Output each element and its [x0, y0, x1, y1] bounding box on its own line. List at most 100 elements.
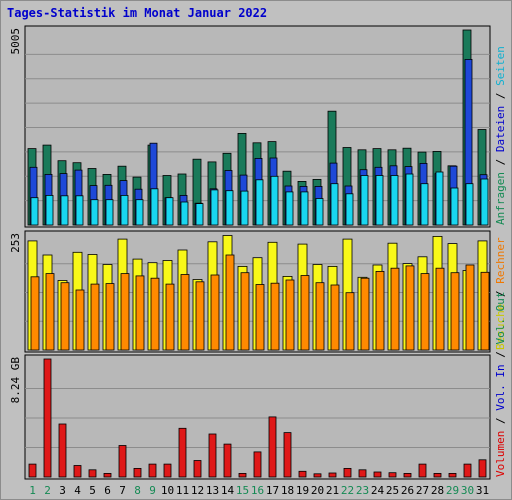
bar-rechner-23 — [360, 277, 370, 351]
bar-volumen-7 — [118, 445, 127, 478]
x-tick-13: 13 — [206, 484, 219, 497]
bar-seiten-6 — [105, 199, 114, 226]
x-tick-18: 18 — [281, 484, 294, 497]
bar-rechner-29 — [450, 272, 460, 351]
bar-volumen-17 — [268, 416, 277, 478]
legend-bottom-part-4: Vol. Out — [494, 292, 507, 345]
bar-volumen-15 — [238, 472, 247, 478]
legend-bottom-part-0: Volumen — [494, 431, 507, 477]
legend-top-part-2: Dateien — [494, 106, 507, 152]
legend-bottom-part-1: / — [494, 411, 507, 431]
bar-seiten-17 — [270, 175, 279, 226]
bar-rechner-12 — [195, 281, 205, 351]
bar-rechner-3 — [60, 282, 70, 351]
x-tick-15: 15 — [236, 484, 249, 497]
bar-seiten-11 — [180, 201, 189, 226]
bar-volumen-27 — [418, 463, 427, 478]
bar-rechner-6 — [105, 283, 115, 351]
x-tick-21: 21 — [326, 484, 339, 497]
bar-seiten-21 — [330, 183, 339, 226]
bar-seiten-22 — [345, 193, 354, 226]
bar-rechner-19 — [300, 275, 310, 351]
x-tick-31: 31 — [476, 484, 489, 497]
bar-rechner-2 — [45, 273, 55, 351]
bar-rechner-25 — [390, 267, 400, 351]
x-tick-1: 1 — [29, 484, 36, 497]
bar-rechner-10 — [165, 283, 175, 351]
bar-volumen-28 — [433, 472, 442, 478]
bar-volumen-24 — [373, 471, 382, 478]
bar-volumen-22 — [343, 467, 352, 478]
x-tick-4: 4 — [74, 484, 81, 497]
bar-seiten-30 — [465, 183, 474, 226]
bar-seiten-4 — [75, 195, 84, 226]
bar-volumen-30 — [463, 463, 472, 478]
x-tick-12: 12 — [191, 484, 204, 497]
legend-middle-part-0: Besuche — [494, 304, 507, 350]
legend-bottom-part-3: / — [494, 345, 507, 365]
bar-rechner-28 — [435, 267, 445, 351]
legend-middle-part-1: / — [494, 284, 507, 304]
bar-seiten-20 — [315, 198, 324, 226]
bar-seiten-31 — [480, 178, 489, 226]
legend-middle-part-2: Rechner — [494, 237, 507, 284]
bar-seiten-14 — [225, 190, 234, 226]
bar-seiten-24 — [375, 175, 384, 226]
x-tick-6: 6 — [104, 484, 111, 497]
bar-seiten-26 — [405, 173, 414, 226]
legend-top-part-0: Anfragen — [494, 172, 507, 225]
bar-rechner-20 — [315, 282, 325, 351]
bar-rechner-5 — [90, 283, 100, 351]
bar-rechner-9 — [150, 277, 160, 351]
bar-volumen-2 — [43, 358, 52, 478]
bar-volumen-20 — [313, 473, 322, 478]
bar-volumen-5 — [88, 469, 97, 478]
bar-seiten-23 — [360, 175, 369, 226]
bar-seiten-13 — [210, 189, 219, 226]
ymax-label-bottom: 8.24 GB — [9, 357, 22, 404]
x-tick-9: 9 — [149, 484, 156, 497]
legend-middle: Besuche / Rechner — [494, 237, 507, 350]
x-tick-28: 28 — [431, 484, 444, 497]
x-tick-23: 23 — [356, 484, 369, 497]
x-tick-26: 26 — [401, 484, 414, 497]
bar-rechner-22 — [345, 292, 355, 351]
bar-rechner-11 — [180, 274, 190, 351]
bar-seiten-2 — [45, 194, 54, 226]
bar-volumen-26 — [403, 472, 412, 478]
bar-rechner-16 — [255, 284, 265, 351]
bar-rechner-15 — [240, 272, 250, 351]
bar-rechner-8 — [135, 275, 145, 351]
bar-seiten-8 — [135, 199, 144, 226]
legend-top-part-3: / — [494, 86, 507, 106]
x-tick-22: 22 — [341, 484, 354, 497]
bar-volumen-21 — [328, 472, 337, 478]
legend-top-part-4: Seiten — [494, 46, 507, 86]
ymax-label-middle: 253 — [9, 233, 22, 253]
bar-seiten-18 — [285, 191, 294, 226]
bar-volumen-16 — [253, 451, 262, 478]
legend-bottom: Volumen / Vol. In / Vol. Out — [494, 292, 507, 477]
x-tick-7: 7 — [119, 484, 126, 497]
bar-volumen-1 — [28, 463, 37, 478]
bar-volumen-10 — [163, 463, 172, 478]
x-tick-27: 27 — [416, 484, 429, 497]
x-tick-17: 17 — [266, 484, 279, 497]
x-tick-5: 5 — [89, 484, 96, 497]
bar-rechner-7 — [120, 273, 130, 351]
bar-rechner-27 — [420, 273, 430, 351]
x-tick-10: 10 — [161, 484, 174, 497]
bar-volumen-19 — [298, 470, 307, 478]
legend-bottom-part-2: Vol. In — [494, 364, 507, 410]
x-tick-14: 14 — [221, 484, 235, 497]
bar-volumen-23 — [358, 469, 367, 478]
bar-seiten-27 — [420, 183, 429, 226]
bar-seiten-15 — [240, 190, 249, 226]
bar-volumen-8 — [133, 467, 142, 478]
bar-volumen-11 — [178, 427, 187, 478]
panel-middle: 253 — [9, 230, 491, 353]
bar-seiten-9 — [150, 188, 159, 226]
bar-seiten-25 — [390, 175, 399, 226]
legend-top-part-1: / — [494, 152, 507, 172]
